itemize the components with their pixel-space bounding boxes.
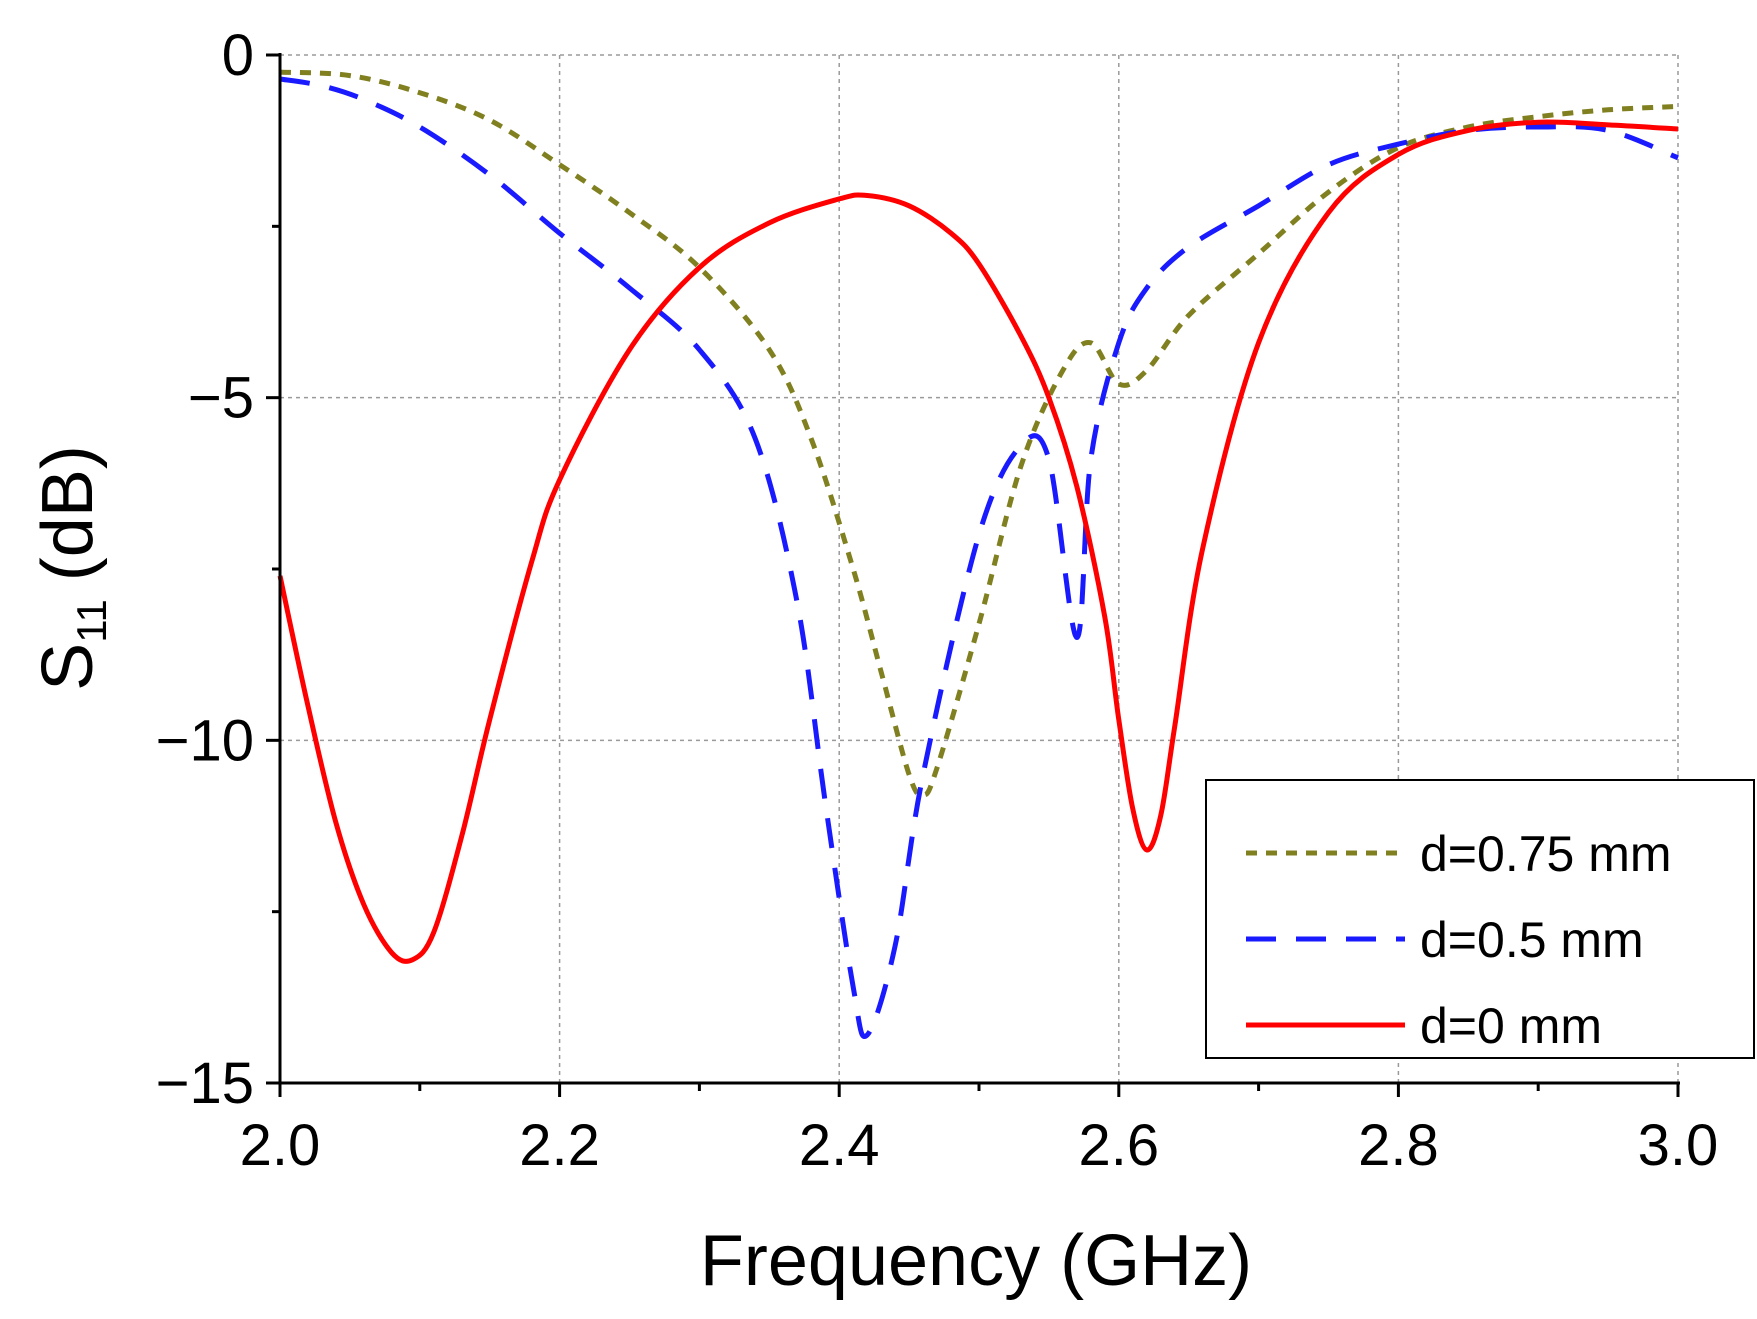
legend-label: d=0 mm: [1420, 998, 1602, 1054]
x-tick-label: 2.0: [240, 1113, 321, 1178]
y-tick-label: −5: [188, 366, 254, 431]
y-tick-label: 0: [222, 23, 254, 88]
series-line-d-0-mm: [277, 119, 1679, 964]
ticks: 2.0 2.2 2.4 2.6 2.8 3.0 0 −5 −10 −15: [156, 23, 1719, 1178]
legend-label: d=0.75 mm: [1420, 826, 1672, 882]
grid-lines: [280, 54, 1679, 1083]
legend-box: [1205, 779, 1755, 1059]
y-axis-title-subscript: 11: [68, 599, 115, 643]
legend-label: d=0.5 mm: [1420, 912, 1644, 968]
y-axis-title: S11 (dB): [28, 445, 115, 691]
x-tick-label: 2.2: [519, 1113, 600, 1178]
y-axis-title-main: S: [28, 643, 108, 691]
x-tick-label: 2.4: [799, 1113, 880, 1178]
legend: d=0.75 mm d=0.5 mm d=0 mm: [1205, 779, 1755, 1059]
series-line-d-0-5-mm: [279, 76, 1679, 1039]
x-tick-label: 3.0: [1638, 1113, 1719, 1178]
y-axis-title-unit: (dB): [28, 445, 108, 581]
y-tick-label: −10: [156, 708, 254, 773]
curves: [277, 69, 1679, 1039]
series-line-d-0-75-mm: [279, 69, 1679, 798]
y-tick-label: −15: [156, 1051, 254, 1116]
x-tick-label: 2.6: [1078, 1113, 1159, 1178]
x-tick-label: 2.8: [1358, 1113, 1439, 1178]
x-axis-title: Frequency (GHz): [700, 1221, 1252, 1301]
